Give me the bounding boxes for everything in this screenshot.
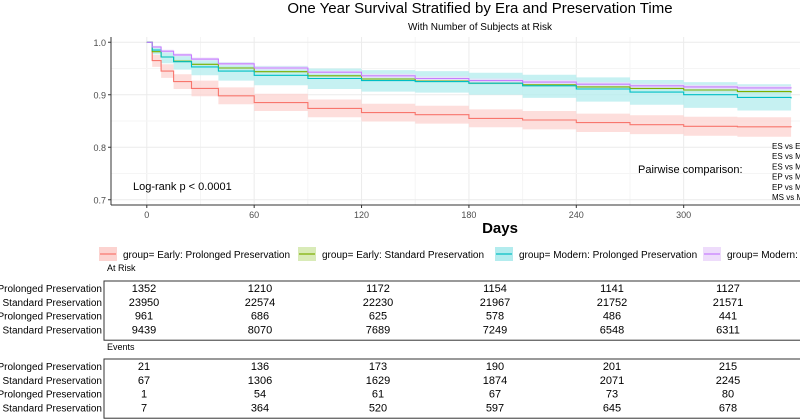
x-tick-label: 300	[676, 210, 691, 220]
events-table-cell: 678	[719, 402, 737, 414]
x-tick-label: 180	[461, 210, 476, 220]
events-table-cell: 67	[138, 375, 150, 387]
y-tick-label: 0.8	[93, 143, 106, 153]
risk-table-cell: 7689	[366, 324, 390, 336]
events-table-cell: 136	[251, 361, 269, 373]
chart-title: One Year Survival Stratified by Era and …	[287, 0, 672, 17]
legend-label-1: group= Early: Prolonged Preservation	[123, 250, 290, 261]
risk-table-title: At Risk	[107, 263, 136, 273]
x-axis: 0 60 120 180 240 300	[111, 204, 800, 220]
events-table-cell: 645	[603, 402, 621, 414]
risk-table-cell: 9439	[132, 324, 156, 336]
chart-subtitle: With Number of Subjects at Risk	[408, 22, 553, 33]
risk-table-cell: 7249	[483, 324, 507, 336]
risk-table: Early: Prolonged Preservation 1352 1210 117…	[0, 280, 800, 341]
x-tick-label: 60	[249, 210, 259, 220]
events-table-cell: 1874	[483, 375, 507, 387]
legend-label-3: group= Modern: Prolonged Preservation	[519, 250, 697, 261]
events-table-row-label: Early: Prolonged Preservation	[0, 362, 102, 373]
events-table-row-label: Modern: Prolonged Preservation	[0, 390, 102, 401]
risk-table-cell: 21967	[480, 297, 511, 309]
risk-table-cell: 1352	[132, 283, 156, 295]
pairwise-item: ES vs MP	[772, 152, 800, 161]
risk-table-border	[103, 280, 800, 341]
risk-table-cell: 8070	[248, 324, 272, 336]
y-tick-label: 0.7	[93, 195, 106, 205]
y-tick-label: 1.0	[93, 38, 106, 48]
events-table-cell: 1629	[366, 375, 390, 387]
survival-line-1	[146, 41, 792, 128]
risk-table-row-label: Modern: Prolonged Preservation	[0, 312, 102, 323]
events-table: Early: Prolonged Preservation21136173190…	[0, 358, 800, 419]
events-table-cell: 190	[486, 361, 504, 373]
risk-table-cell: 686	[251, 311, 269, 323]
risk-table-cell: 22574	[245, 297, 276, 309]
pairwise-item: MS vs MP	[772, 193, 800, 202]
pairwise-item: ES vs EP	[772, 142, 800, 151]
logrank-annotation: Log-rank p < 0.0001	[133, 181, 232, 193]
x-tick-label: 0	[144, 210, 149, 220]
pairwise-label: Pairwise comparison:	[638, 164, 743, 176]
x-tick-label: 240	[569, 210, 584, 220]
events-table-cell: 2071	[600, 375, 624, 387]
confidence-band-3	[146, 42, 792, 112]
risk-table-cell: 21752	[597, 297, 628, 309]
risk-table-cell: 441	[719, 311, 737, 323]
risk-table-row-label: Modern: Standard Preservation	[0, 325, 102, 336]
legend: group= Early: Prolonged Preservation grou…	[99, 247, 800, 261]
events-table-cell: 173	[369, 361, 387, 373]
risk-table-row-label: Early: Prolonged Preservation	[0, 284, 102, 295]
events-table-cell: 1306	[248, 375, 272, 387]
legend-label-4: group= Modern: Standard Preservation	[727, 250, 800, 261]
events-table-cell: 364	[251, 402, 269, 414]
events-table-cell: 1	[141, 389, 147, 401]
risk-table-cell: 625	[369, 311, 387, 323]
y-axis: 0.7 0.8 0.9 1.0	[93, 37, 112, 205]
plot-panel: 0.7 0.8 0.9 1.0 0 60 120 180 240 300 Log-rank p …	[93, 37, 800, 220]
risk-table-cell: 1172	[366, 283, 390, 295]
risk-table-cell: 578	[486, 311, 504, 323]
events-table-cell: 21	[138, 361, 150, 373]
pairwise-item: EP vs MP	[772, 173, 800, 182]
events-table-cell: 2245	[716, 375, 740, 387]
events-table-cell: 520	[369, 402, 387, 414]
events-table-cell: 73	[606, 389, 618, 401]
pairwise-item: ES vs MS	[772, 162, 800, 171]
risk-table-row-label: Early: Standard Preservation	[0, 298, 102, 309]
risk-table-cell: 21571	[713, 297, 744, 309]
risk-table-cell: 486	[603, 311, 621, 323]
y-tick-label: 0.9	[93, 90, 106, 100]
events-table-row-label: Modern: Standard Preservation	[0, 403, 102, 414]
survival-curves	[146, 41, 792, 128]
risk-table-cell: 6311	[716, 324, 740, 336]
risk-table-cell: 961	[135, 311, 153, 323]
risk-table-cell: 1210	[248, 283, 272, 295]
x-axis-title: Days	[482, 220, 518, 237]
risk-table-cell: 23950	[129, 297, 160, 309]
x-tick-label: 120	[354, 210, 369, 220]
events-table-cell: 54	[254, 389, 266, 401]
events-table-cell: 61	[372, 389, 384, 401]
events-table-cell: 80	[722, 389, 734, 401]
risk-table-cell: 6548	[600, 324, 624, 336]
legend-label-2: group= Early: Standard Preservation	[322, 250, 484, 261]
events-table-cell: 67	[489, 389, 501, 401]
risk-table-cell: 22230	[363, 297, 394, 309]
pairwise-list: ES vs EPES vs MPES vs MS EP vs MPEP vs MS…	[772, 142, 800, 202]
pairwise-item: EP vs MS	[772, 183, 800, 192]
events-table-cell: 201	[603, 361, 621, 373]
risk-table-cell: 1127	[716, 283, 740, 295]
events-table-cell: 597	[486, 402, 504, 414]
events-table-title: Events	[107, 342, 135, 352]
events-table-cell: 215	[719, 361, 737, 373]
events-table-cell: 7	[141, 402, 147, 414]
risk-table-cell: 1141	[600, 283, 624, 295]
risk-table-cell: 1154	[483, 283, 507, 295]
survival-line-3	[146, 41, 792, 99]
events-table-row-label: Early: Standard Preservation	[0, 376, 102, 387]
survival-line-4	[146, 41, 792, 89]
events-table-border	[103, 358, 800, 419]
